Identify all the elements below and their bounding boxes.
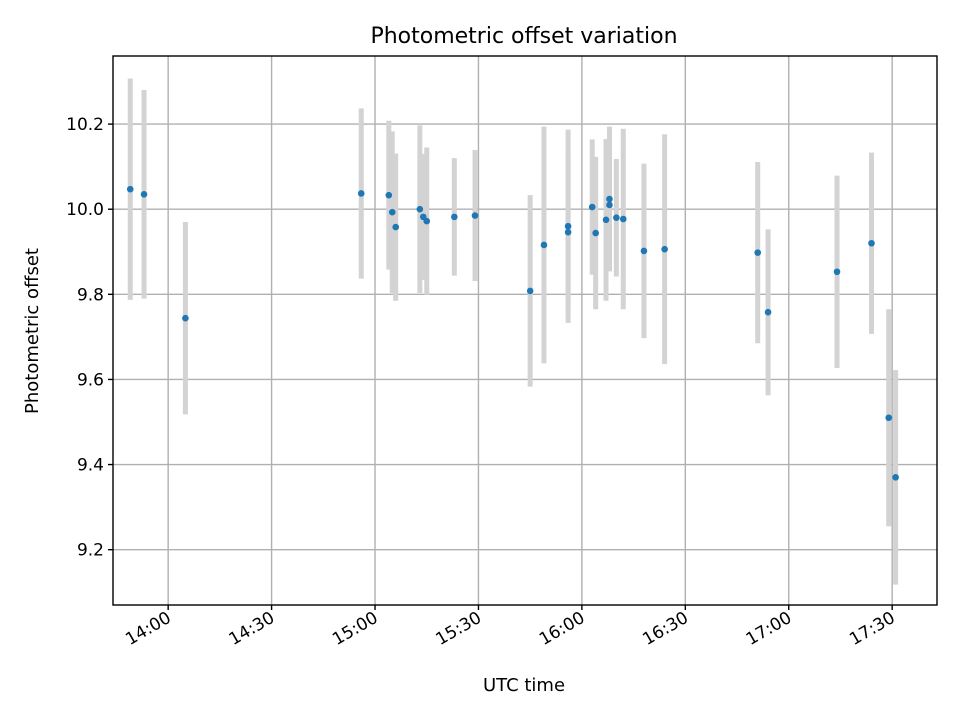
- data-point: [892, 474, 899, 481]
- plot-frame: [112, 55, 938, 606]
- x-tick-label: 17:00: [743, 608, 795, 650]
- data-point: [564, 228, 572, 236]
- data-point: [388, 208, 396, 216]
- data-point: [423, 217, 431, 225]
- data-point: [140, 191, 148, 198]
- data-point: [416, 205, 424, 213]
- data-point: [754, 249, 762, 256]
- x-tick-label: 16:30: [639, 608, 691, 650]
- data-point: [661, 245, 668, 253]
- data-point: [885, 414, 893, 422]
- x-tick-label: 17:30: [846, 608, 898, 650]
- data-point: [540, 241, 548, 249]
- x-tick-label: 14:00: [122, 608, 174, 650]
- data-point: [588, 203, 596, 211]
- x-tick-label: 14:30: [226, 608, 278, 650]
- x-tick-label: 15:00: [329, 608, 381, 650]
- data-point: [385, 191, 393, 199]
- y-tick-label: 9.6: [77, 370, 104, 390]
- y-tick-label: 9.4: [77, 456, 104, 476]
- y-tick-label: 10.2: [66, 115, 104, 135]
- y-tick-label: 9.2: [77, 541, 104, 561]
- chart-title: Photometric offset variation: [370, 24, 677, 49]
- data-point: [126, 185, 134, 193]
- data-point: [606, 195, 613, 203]
- data-point: [451, 213, 458, 221]
- tick-layer: 14:00 14:30 15:00 15:30 16:00 16:30 17:00 17:30…: [66, 115, 899, 650]
- data-point: [564, 222, 572, 230]
- data-point: [182, 314, 189, 322]
- data-point: [471, 212, 479, 219]
- errorbar-layer: [127, 78, 899, 585]
- data-point: [764, 308, 772, 316]
- data-point: [868, 239, 875, 247]
- data-point: [619, 215, 627, 223]
- grid-layer: [113, 56, 937, 605]
- x-tick-label: 16:00: [536, 608, 588, 650]
- y-tick-label: 10.0: [66, 200, 104, 220]
- data-point: [640, 247, 648, 255]
- y-tick-label: 9.8: [77, 285, 104, 305]
- data-point: [606, 201, 613, 209]
- data-point: [602, 216, 610, 224]
- point-layer: [126, 185, 899, 481]
- x-tick-label: 15:30: [433, 608, 485, 650]
- y-axis-label: Photometric offset: [22, 248, 43, 414]
- data-point: [526, 287, 534, 295]
- data-point: [392, 223, 400, 231]
- data-point: [592, 229, 599, 237]
- data-point: [613, 214, 620, 222]
- x-axis-label: UTC time: [483, 675, 565, 696]
- data-point: [833, 268, 841, 276]
- data-point: [357, 190, 365, 197]
